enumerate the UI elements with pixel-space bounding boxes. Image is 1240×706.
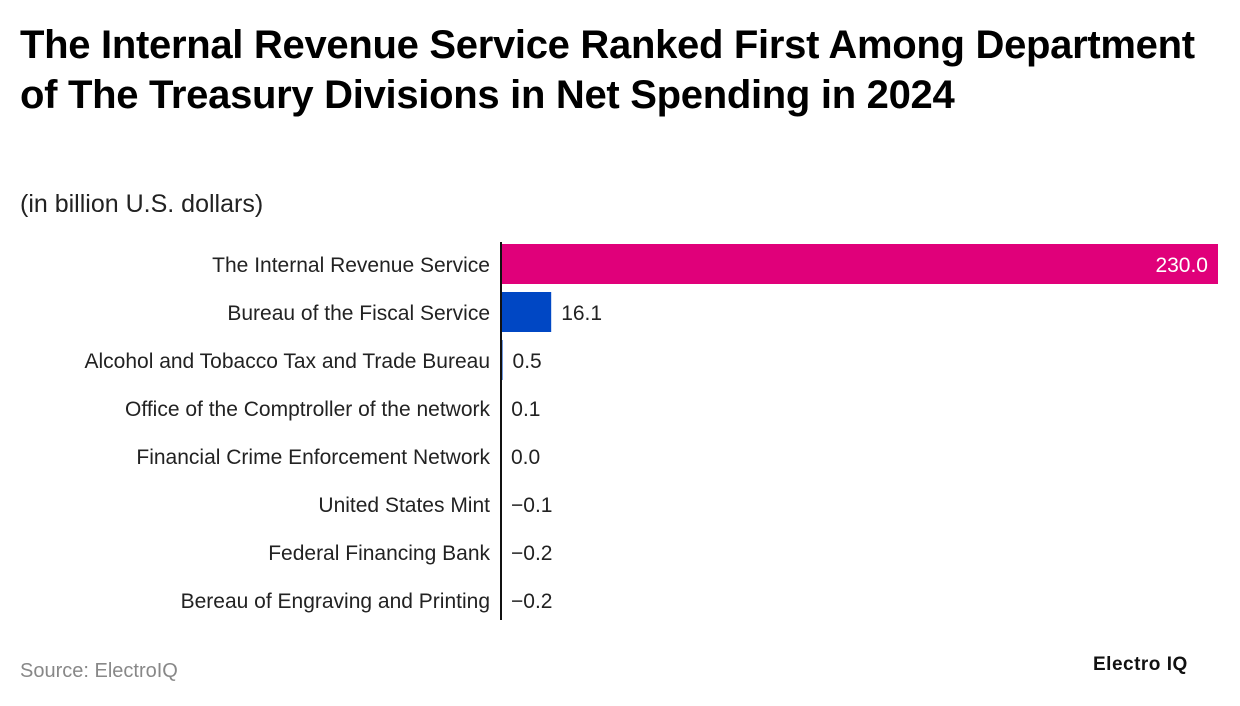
- category-label: Federal Financing Bank: [268, 542, 490, 565]
- value-label: 16.1: [561, 302, 602, 325]
- category-label: Bureau of the Fiscal Service: [227, 302, 490, 325]
- value-label: 0.0: [511, 446, 540, 469]
- category-label: Alcohol and Tobacco Tax and Trade Bureau: [84, 350, 490, 373]
- value-label: −0.1: [511, 494, 552, 517]
- bar: [501, 244, 1218, 284]
- value-label: −0.2: [511, 590, 552, 613]
- category-label: Financial Crime Enforcement Network: [136, 446, 490, 469]
- value-label: −0.2: [511, 542, 552, 565]
- category-label: United States Mint: [318, 494, 490, 517]
- value-label: 0.5: [513, 350, 542, 373]
- chart-subtitle: (in billion U.S. dollars): [20, 190, 264, 218]
- chart-title: The Internal Revenue Service Ranked Firs…: [20, 23, 1195, 117]
- bar: [501, 292, 552, 332]
- source-note: Source: ElectroIQ: [20, 660, 178, 682]
- category-label: Bereau of Engraving and Printing: [181, 590, 490, 613]
- value-label: 0.1: [511, 398, 540, 421]
- value-label: 230.0: [1155, 254, 1208, 277]
- brand-logo: Electro IQ: [1093, 654, 1188, 675]
- category-label: The Internal Revenue Service: [212, 254, 490, 277]
- category-label: Office of the Comptroller of the network: [125, 398, 490, 421]
